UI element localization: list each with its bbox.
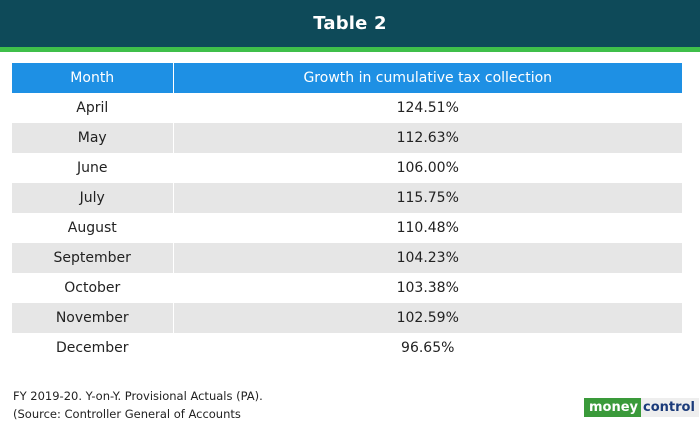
table-row: August 110.48% [12, 213, 682, 243]
table-row: September 104.23% [12, 243, 682, 273]
table-row: December 96.65% [12, 333, 682, 363]
month-cell: October [12, 273, 174, 303]
month-cell: December [12, 333, 174, 363]
table-row: October 103.38% [12, 273, 682, 303]
table-row: November 102.59% [12, 303, 682, 333]
growth-cell: 124.51% [396, 100, 459, 116]
footnote-fiscal-year: FY 2019-20. Y-on-Y. Provisional Actuals … [13, 389, 263, 403]
column-header-growth: Growth in cumulative tax collection [173, 63, 682, 93]
logo-money-text: money [584, 398, 642, 417]
month-cell: July [12, 183, 174, 213]
table-row: April 124.51% [12, 93, 682, 123]
month-cell: April [12, 93, 174, 123]
footnote-source: (Source: Controller General of Accounts [13, 407, 241, 421]
growth-cell: 115.75% [173, 183, 682, 213]
growth-cell: 104.23% [173, 243, 682, 273]
growth-cell: 112.63% [173, 123, 682, 153]
growth-cell: 106.00% [396, 160, 459, 176]
month-cell: May [12, 123, 174, 153]
growth-cell: 102.59% [173, 303, 682, 333]
growth-cell: 103.38% [396, 280, 459, 296]
month-cell: August [12, 213, 174, 243]
month-cell: September [12, 243, 174, 273]
month-cell: June [12, 153, 174, 183]
table-row: June 106.00% [12, 153, 682, 183]
growth-cell: 96.65% [401, 340, 455, 356]
table-row: July 115.75% [12, 183, 682, 213]
month-cell: November [12, 303, 174, 333]
table-header-row: Month Growth in cumulative tax collectio… [12, 63, 682, 93]
tax-growth-table: Month Growth in cumulative tax collectio… [12, 63, 682, 363]
title-banner: Table 2 [0, 0, 700, 47]
moneycontrol-logo: money control [584, 398, 699, 417]
table-row: May 112.63% [12, 123, 682, 153]
page-title: Table 2 [313, 13, 387, 34]
column-header-month: Month [12, 63, 174, 93]
growth-cell: 110.48% [396, 220, 459, 236]
logo-control-text: control [641, 398, 699, 417]
header-accent-stripe [0, 47, 700, 52]
